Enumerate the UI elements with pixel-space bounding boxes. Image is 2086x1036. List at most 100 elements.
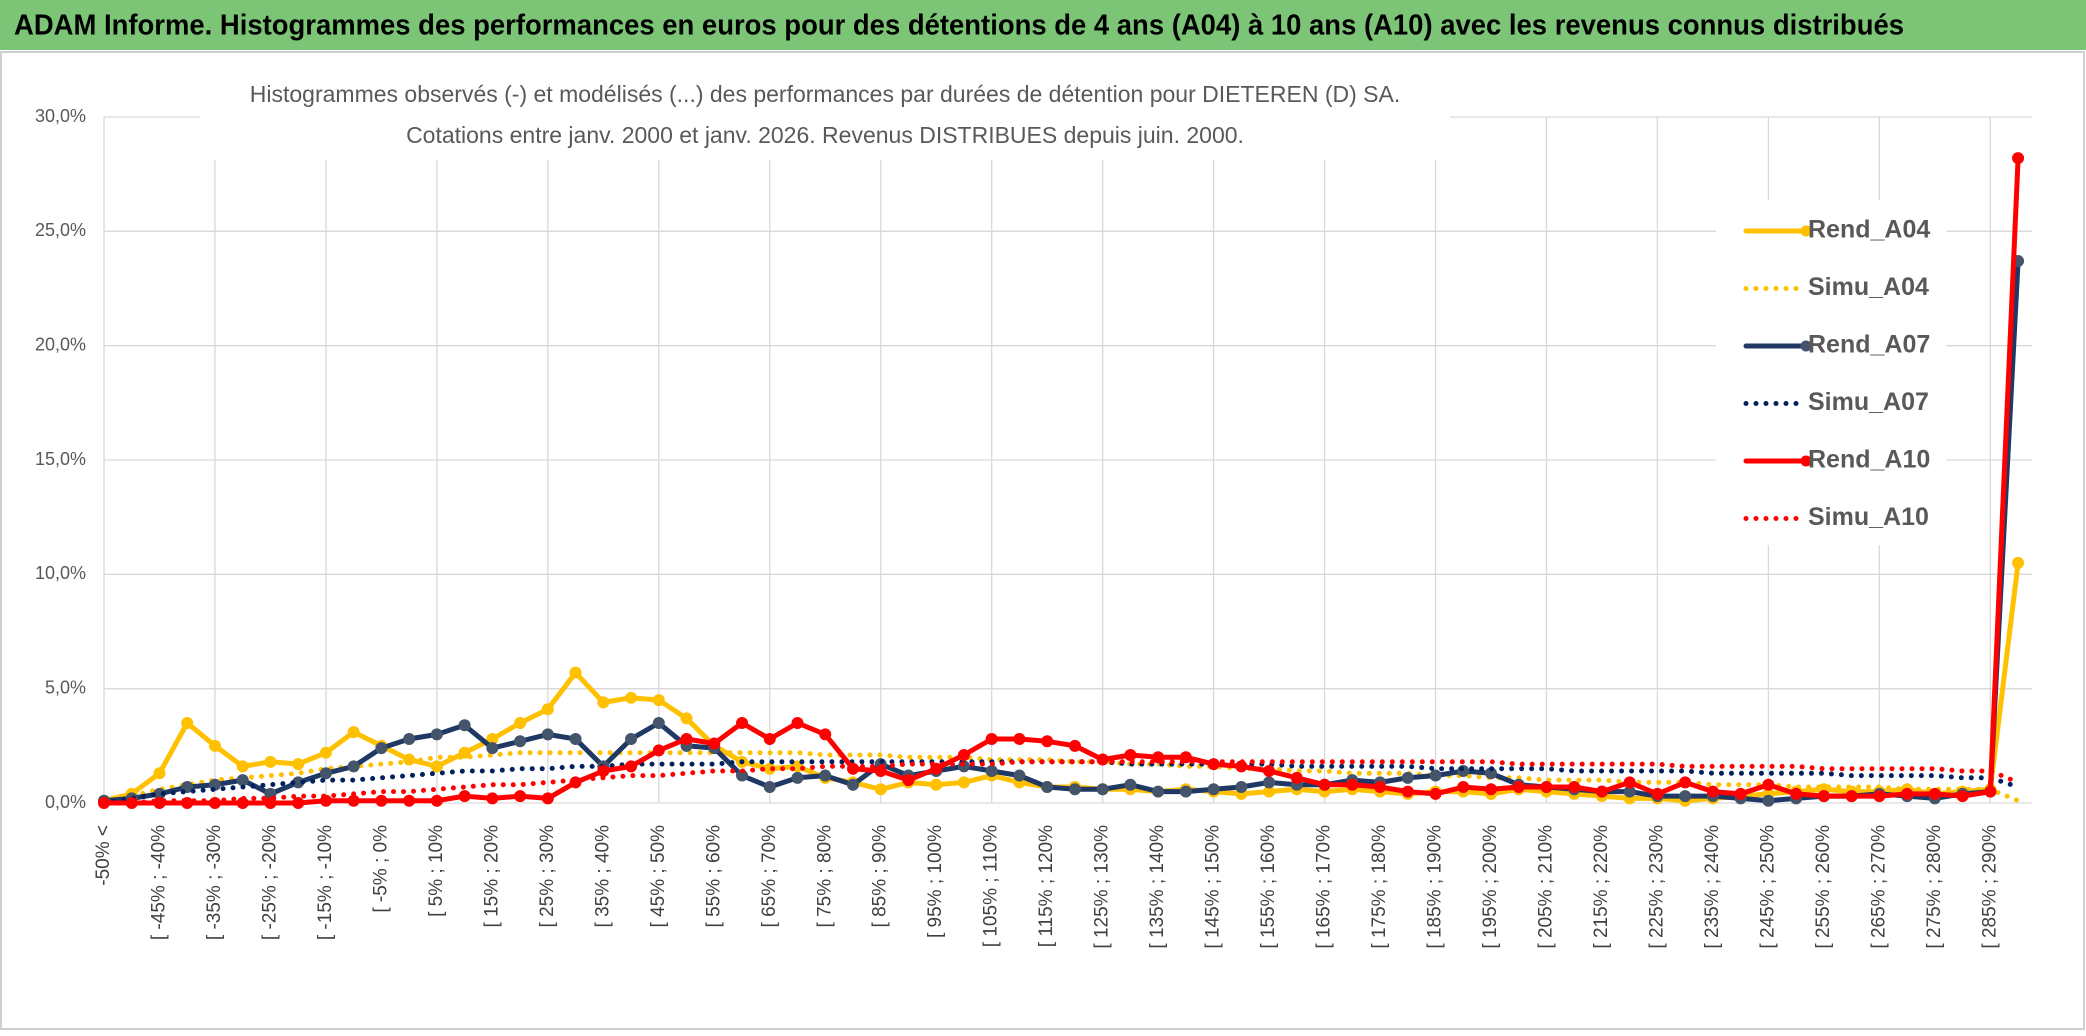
point-marker: [1124, 778, 1137, 791]
point-marker: [236, 760, 249, 773]
point-marker: [319, 746, 332, 759]
x-tick-label: [ 15% ; 20%: [481, 825, 502, 928]
point-marker: [1817, 790, 1830, 803]
point-marker: [1346, 778, 1359, 791]
x-tick-label: [ 245% ; 250%: [1757, 825, 1778, 949]
header-bar: [0, 0, 2086, 50]
point-marker: [430, 794, 443, 807]
x-tick-label: -50% <: [93, 825, 114, 886]
point-marker: [2012, 152, 2025, 165]
dotted-line: [101, 759, 2021, 806]
y-tick-label: 15,0%: [35, 449, 86, 469]
point-marker: [1984, 785, 1997, 798]
point-marker: [652, 744, 665, 757]
x-tick-label: [ 105% ; 110%: [981, 825, 1002, 947]
point-marker: [514, 735, 527, 748]
point-marker: [347, 726, 360, 739]
point-marker: [1734, 787, 1747, 800]
x-tick-label: [ 85% ; 90%: [870, 825, 891, 928]
y-tick-label: 10,0%: [35, 563, 86, 583]
point-marker: [1068, 739, 1081, 752]
x-tick-label: [ 35% ; 40%: [592, 825, 613, 928]
legend-marker: [1800, 455, 1812, 467]
point-marker: [1318, 778, 1331, 791]
point-marker: [763, 732, 776, 745]
point-marker: [1013, 769, 1026, 782]
point-marker: [430, 728, 443, 741]
point-marker: [597, 764, 610, 777]
legend-marker: [1800, 340, 1812, 352]
point-marker: [1512, 780, 1525, 793]
legend-label: Simu_A07: [1808, 388, 1929, 416]
point-marker: [1762, 778, 1775, 791]
legend-box: [1716, 200, 1946, 545]
point-marker: [514, 716, 527, 729]
x-tick-label: [ 265% ; 270%: [1868, 825, 1889, 949]
point-marker: [1263, 764, 1276, 777]
y-tick-label: 30,0%: [35, 106, 86, 126]
x-tick-label: [ 175% ; 180%: [1369, 825, 1390, 949]
x-tick-label: [ 45% ; 50%: [648, 825, 669, 928]
legend-marker: [1800, 225, 1812, 237]
point-marker: [680, 712, 693, 725]
chart-subtitle: Cotations entre janv. 2000 et janv. 2026…: [406, 122, 1244, 148]
point-marker: [486, 792, 499, 805]
x-tick-label: [ 285% ; 290%: [1979, 825, 2000, 949]
point-marker: [1013, 732, 1026, 745]
point-marker: [874, 783, 887, 796]
header-title: ADAM Informe. Histogrammes des performan…: [14, 10, 1904, 42]
legend-label: Simu_A04: [1808, 273, 1929, 301]
point-marker: [1568, 780, 1581, 793]
point-marker: [208, 739, 221, 752]
series-line: [101, 258, 2021, 804]
x-tick-label: [ 185% ; 190%: [1425, 825, 1446, 949]
x-tick-label: [ -15% ; -10%: [315, 825, 336, 940]
point-marker: [181, 780, 194, 793]
point-marker: [1485, 783, 1497, 796]
point-marker: [319, 767, 332, 780]
point-marker: [1041, 780, 1054, 793]
point-marker: [652, 694, 665, 707]
point-marker: [403, 732, 416, 745]
x-tick-label: [ 5% ; 10%: [426, 825, 447, 917]
point-marker: [1207, 783, 1220, 796]
y-tick-label: 0,0%: [45, 792, 86, 812]
x-tick-label: [ 75% ; 80%: [814, 825, 835, 928]
y-tick-label: 25,0%: [35, 220, 86, 240]
point-marker: [292, 797, 305, 809]
legend-label: Rend_A10: [1808, 446, 1930, 474]
point-marker: [652, 716, 665, 729]
point-marker: [1457, 780, 1470, 793]
subtitle-box: [200, 76, 1450, 160]
point-marker: [430, 760, 443, 773]
x-tick-label: [ -25% ; -20%: [259, 825, 280, 940]
x-tick-label: [ 205% ; 210%: [1535, 825, 1556, 949]
point-marker: [347, 794, 360, 807]
x-tick-label: [ -5% ; 0%: [370, 825, 391, 913]
point-marker: [1623, 776, 1636, 789]
point-marker: [625, 732, 638, 745]
point-marker: [763, 780, 776, 793]
point-marker: [1263, 776, 1276, 789]
x-tick-label: [ 235% ; 240%: [1702, 825, 1723, 949]
point-marker: [1790, 787, 1803, 800]
point-marker: [292, 758, 305, 771]
point-marker: [1290, 771, 1303, 784]
point-marker: [708, 737, 721, 750]
point-marker: [347, 760, 360, 773]
point-marker: [153, 767, 166, 780]
x-tick-label: [ 65% ; 70%: [759, 825, 780, 928]
point-marker: [1374, 780, 1387, 793]
point-marker: [680, 732, 693, 745]
point-marker: [1068, 783, 1081, 796]
x-tick-label: [ 225% ; 230%: [1646, 825, 1667, 949]
point-marker: [264, 755, 277, 768]
point-marker: [1179, 785, 1192, 798]
point-marker: [846, 778, 859, 791]
point-marker: [819, 728, 832, 741]
y-tick-label: 20,0%: [35, 334, 86, 354]
series-line: [101, 155, 2021, 806]
point-marker: [1706, 785, 1719, 798]
